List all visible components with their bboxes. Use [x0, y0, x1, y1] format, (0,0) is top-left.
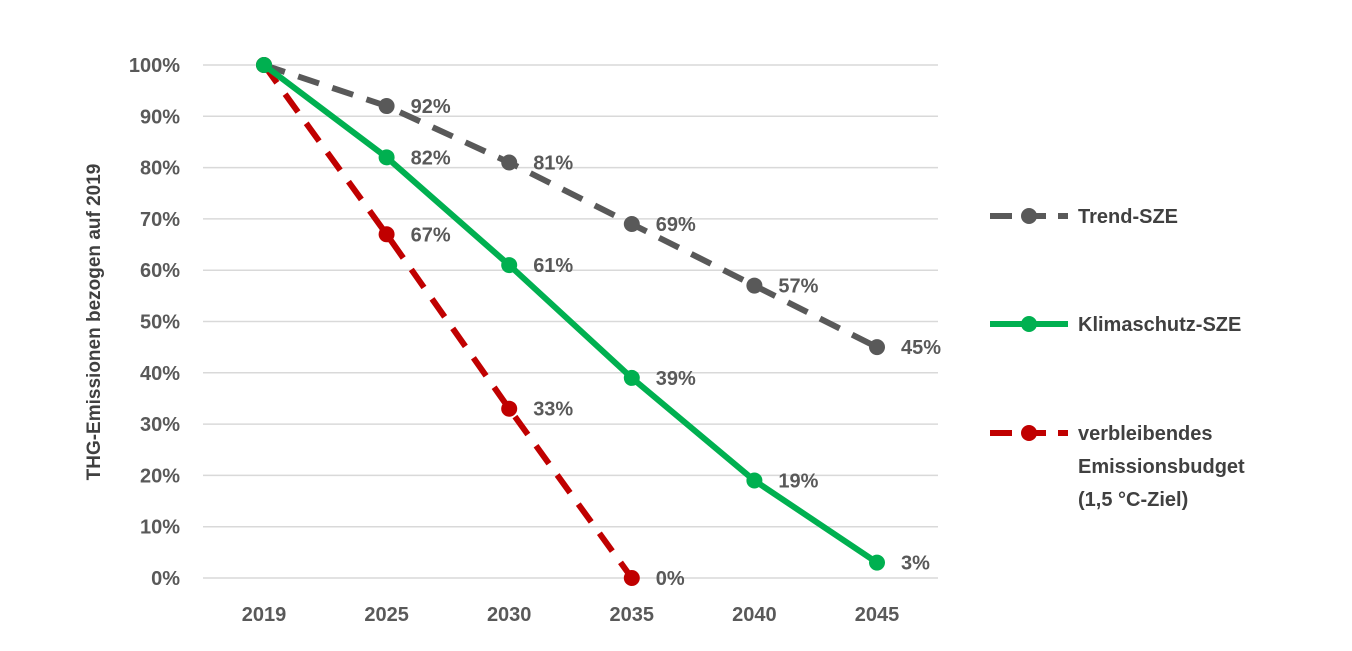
y-tick-label: 30%: [140, 414, 180, 436]
data-label: 19%: [778, 471, 818, 493]
legend-marker: [1021, 425, 1037, 441]
series-line: [263, 62, 879, 350]
data-labels: 92% 81% 69% 57% 45% 82% 61% 39% 19% 3% 67% 33% 0%: [411, 96, 942, 590]
x-tick-label: 2025: [364, 604, 409, 626]
y-tick-label: 40%: [140, 363, 180, 385]
legend-marker: [1021, 316, 1037, 332]
data-point: [623, 216, 640, 233]
x-tick-label: 2030: [487, 604, 532, 626]
data-point: [746, 277, 763, 294]
data-point: [501, 400, 518, 417]
x-tick-label: 2035: [610, 604, 655, 626]
legend: Trend-SZE Klimaschutz-SZE verbleibendes Emi…: [990, 206, 1245, 511]
x-axis-ticks: 2019 2025 2030 2035 2040 2045: [242, 604, 900, 626]
data-point: [256, 57, 272, 73]
data-label: 69%: [656, 214, 696, 236]
series-line: [262, 62, 879, 566]
data-point: [869, 554, 885, 571]
data-point: [623, 369, 640, 386]
legend-marker: [1021, 208, 1037, 224]
y-tick-label: 50%: [140, 312, 180, 334]
legend-label: Trend-SZE: [1078, 206, 1178, 228]
data-label: 67%: [411, 224, 451, 246]
data-label: 45%: [901, 337, 941, 359]
y-axis-ticks: 0% 10% 20% 30% 40% 50% 60% 70% 80% 90% 100%: [129, 55, 180, 590]
y-tick-label: 0%: [151, 568, 180, 590]
y-axis-label: THG-Emissionen bezogen auf 2019: [84, 164, 105, 481]
data-point: [501, 257, 518, 274]
data-label: 81%: [533, 152, 573, 174]
data-label: 57%: [778, 276, 818, 298]
y-tick-label: 20%: [140, 465, 180, 487]
data-label: 3%: [901, 553, 930, 575]
data-point: [378, 149, 395, 166]
y-tick-label: 80%: [140, 158, 180, 180]
data-label: 61%: [533, 255, 573, 277]
data-point: [746, 472, 763, 489]
x-tick-label: 2045: [855, 604, 900, 626]
legend-label: Klimaschutz-SZE: [1078, 314, 1241, 336]
y-tick-label: 60%: [140, 260, 180, 282]
data-label: 33%: [533, 399, 573, 421]
series-layer: [256, 57, 885, 586]
x-tick-label: 2019: [242, 604, 287, 626]
legend-label: (1,5 °C-Ziel): [1078, 489, 1188, 511]
data-point: [378, 98, 395, 115]
y-tick-label: 70%: [140, 209, 180, 231]
y-tick-label: 100%: [129, 55, 180, 77]
data-point: [869, 339, 885, 356]
data-point: [378, 226, 395, 243]
legend-label: verbleibendes: [1078, 423, 1213, 445]
data-point: [623, 570, 640, 586]
data-label: 82%: [411, 147, 451, 169]
y-tick-label: 90%: [140, 106, 180, 128]
data-point: [501, 154, 518, 171]
legend-label: Emissionsbudget: [1078, 456, 1245, 478]
data-label: 92%: [411, 96, 451, 118]
y-tick-label: 10%: [140, 517, 180, 539]
x-tick-label: 2040: [732, 604, 777, 626]
data-label: 39%: [656, 368, 696, 390]
data-label: 0%: [656, 568, 685, 590]
